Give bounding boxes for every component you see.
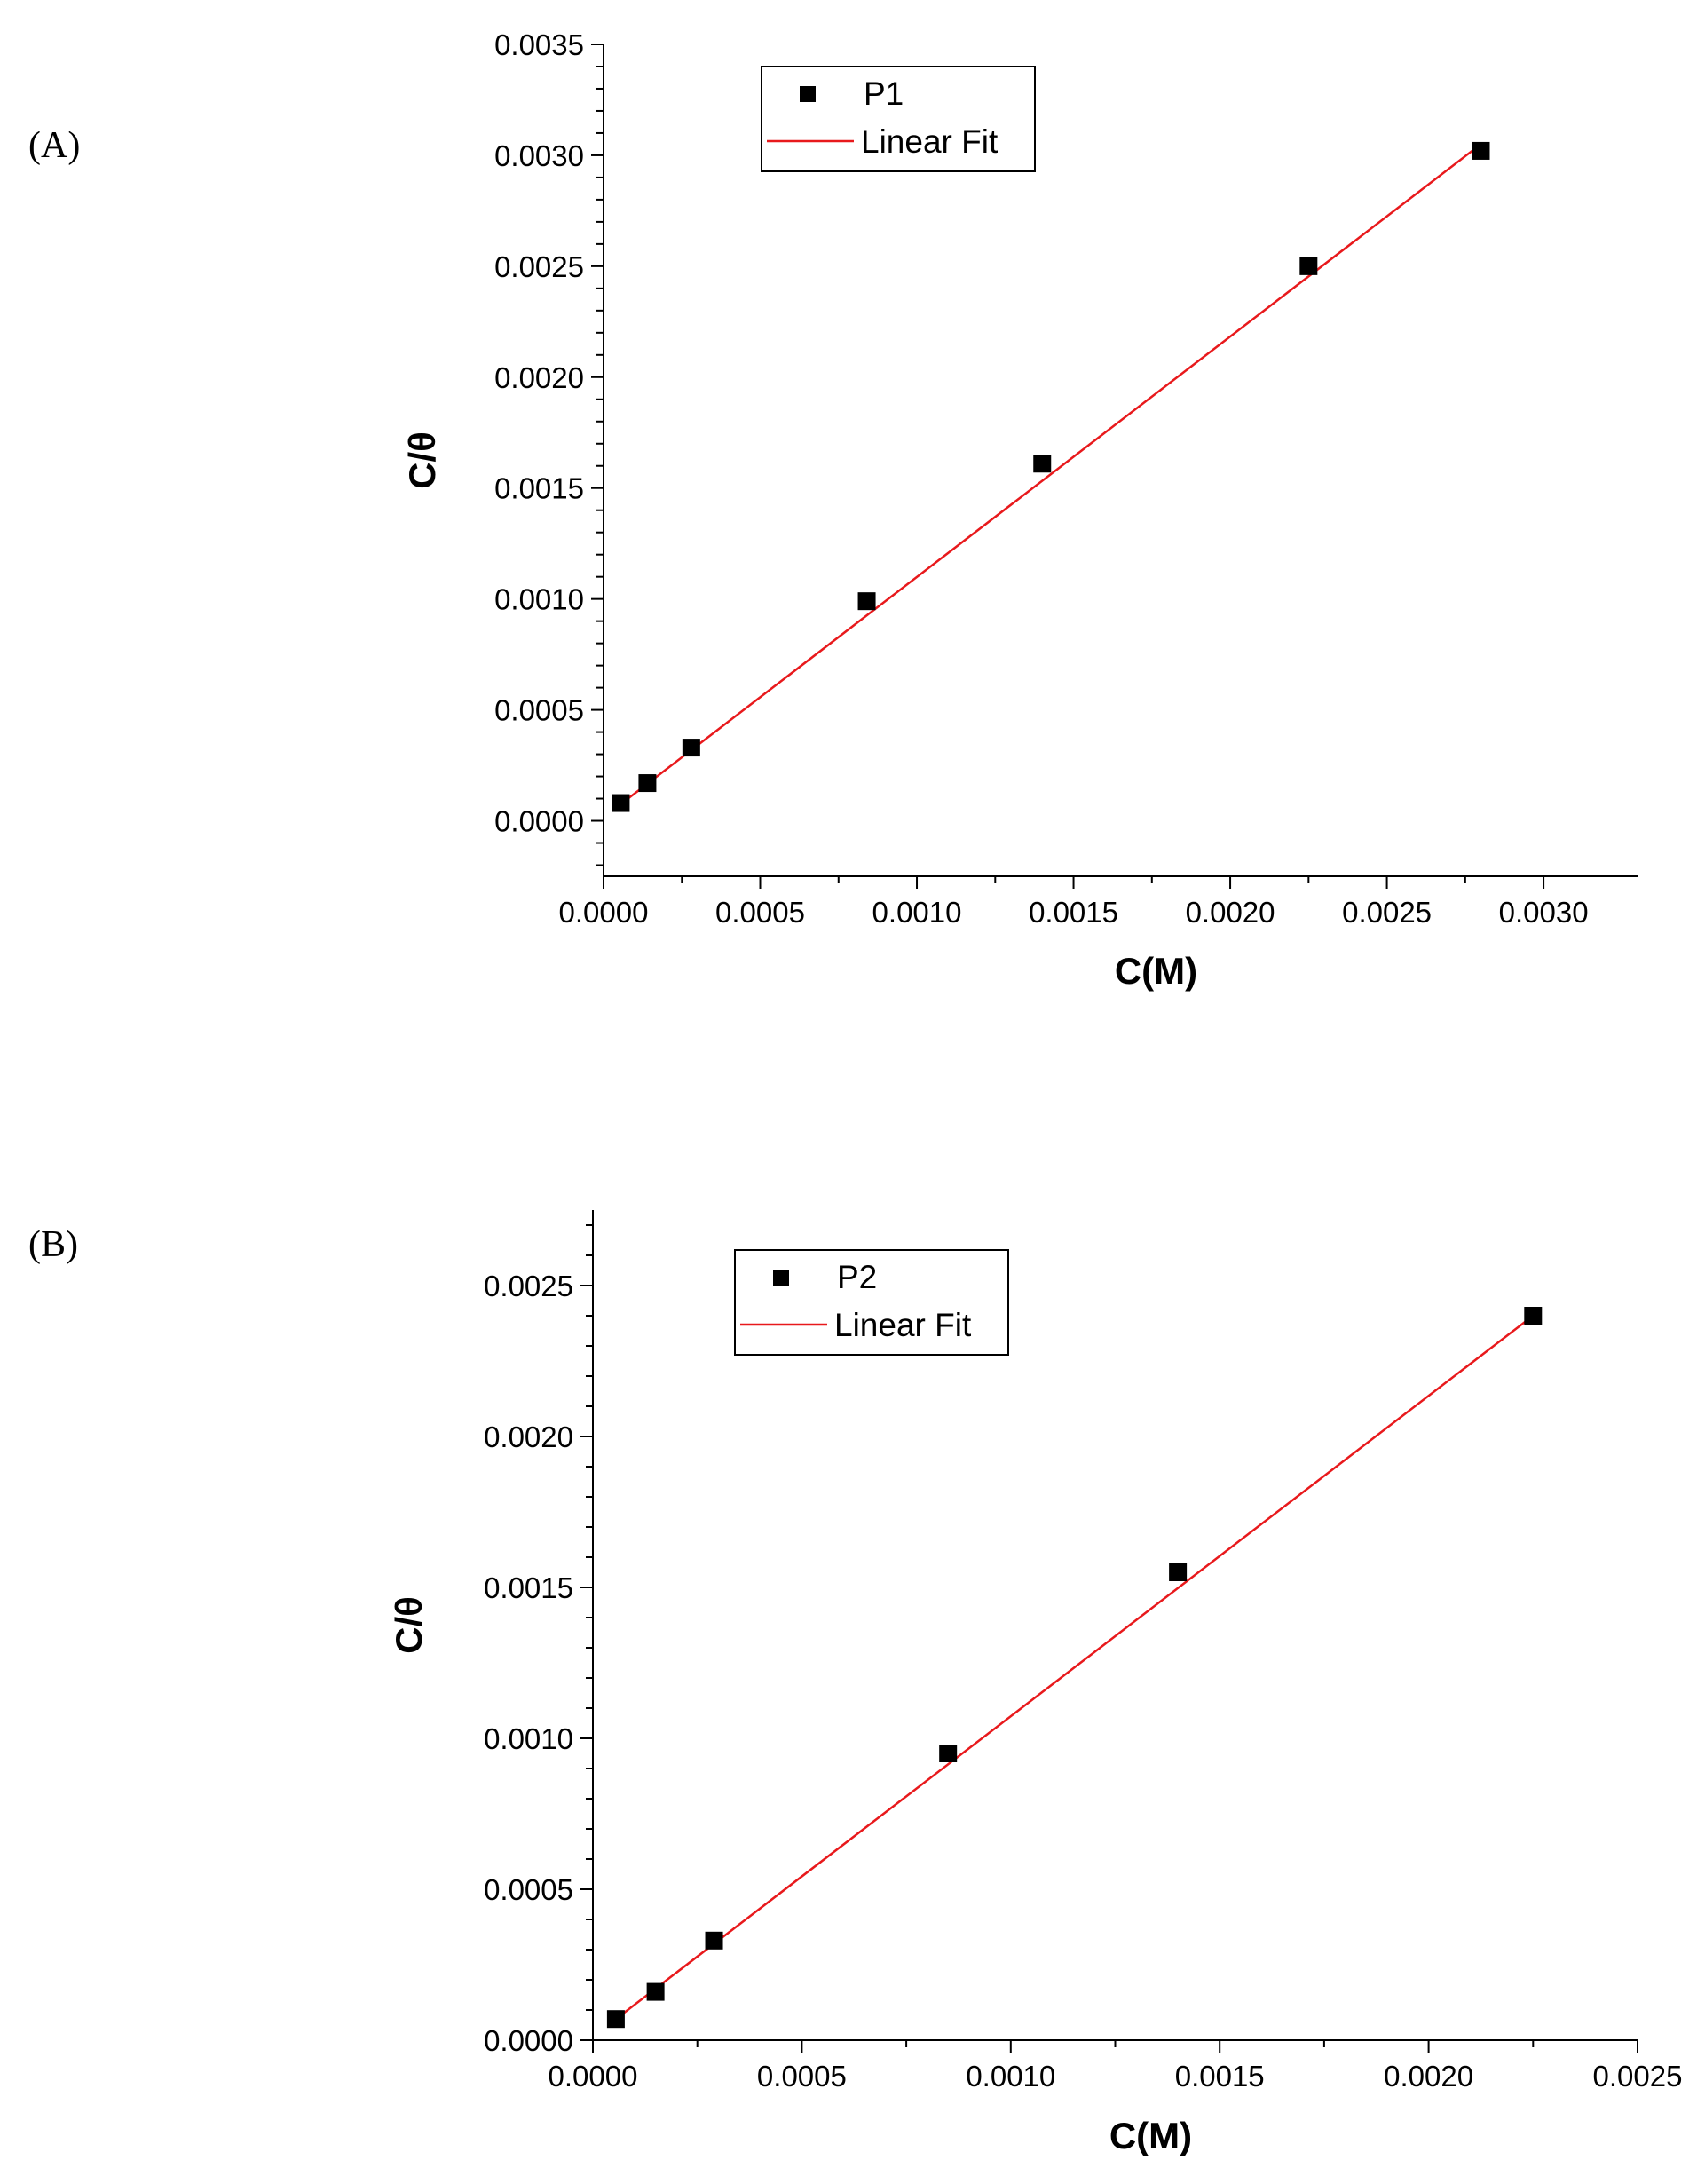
y-tick-label: 0.0035 [494,28,584,61]
data-point [1472,141,1490,160]
y-tick-label: 0.0005 [494,694,584,727]
y-tick-label: 0.0025 [484,1270,573,1302]
legend-marker-icon [800,86,816,102]
data-point [857,592,876,611]
y-tick-label: 0.0005 [484,1873,573,1906]
x-tick-label: 0.0030 [1499,896,1589,929]
linear-fit-line [615,1315,1535,2021]
y-axis-title: C/θ [401,431,443,489]
x-tick-label: 0.0020 [1384,2060,1473,2093]
data-point [612,794,630,812]
legend-label: P2 [837,1259,877,1295]
x-tick-label: 0.0010 [872,896,962,929]
data-point [1524,1307,1543,1325]
y-tick-label: 0.0000 [494,805,584,838]
y-tick-label: 0.0015 [484,1571,573,1604]
y-axis-title: C/θ [388,1596,430,1654]
legend-label: P1 [864,75,904,112]
chart-b-plot: 0.0000 0.0005 0.0010 0.0015 0.0020 0.0025 0.00… [388,1210,1683,2156]
x-tick-label: 0.0000 [549,2060,638,2093]
x-tick-label: 0.0000 [559,896,649,929]
x-axis-title: C(M) [1109,2115,1192,2156]
data-point [682,739,700,757]
x-tick-label: 0.0015 [1175,2060,1265,2093]
data-point [1033,455,1052,473]
x-tick-label: 0.0005 [757,2060,847,2093]
x-axis-title: C(M) [1115,950,1197,992]
legend-marker-icon [773,1270,789,1286]
y-tick-label: 0.0010 [494,583,584,616]
figure-panel-a: (A) 0.0000 0.0005 0.0010 0.0015 0.0020 0.0025… [28,28,1638,992]
y-tick-label: 0.0015 [494,472,584,505]
data-point [939,1745,958,1762]
y-tick-label: 0.0020 [484,1420,573,1453]
y-tick-label: 0.0025 [494,250,584,283]
y-tick-label: 0.0030 [494,139,584,172]
x-tick-label: 0.0015 [1029,896,1118,929]
data-point [638,774,657,793]
y-tick-label: 0.0010 [484,1722,573,1755]
legend-box [761,66,1036,172]
data-point [1299,257,1318,275]
x-tick-label: 0.0025 [1342,896,1432,929]
panel-label: (A) [28,125,81,166]
legend-box [734,1249,1009,1356]
legend-label: Linear Fit [834,1307,972,1343]
x-tick-label: 0.0025 [1593,2060,1683,2093]
chart-a-plot: 0.0000 0.0005 0.0010 0.0015 0.0020 0.0025 0.00… [401,28,1638,992]
figure-panel-b: (B) 0.0000 0.0005 0.0010 0.0015 0.0020 0.0025… [0,1092,1705,2184]
x-tick-label: 0.0010 [966,2060,1055,2093]
data-point [606,2010,625,2029]
x-tick-label: 0.0005 [715,896,805,929]
data-point [1169,1563,1188,1581]
linear-fit-line [620,143,1482,805]
panel-label: (B) [28,1224,78,1265]
data-point [705,1931,723,1950]
legend-label: Linear Fit [861,123,999,160]
y-tick-label: 0.0020 [494,361,584,394]
x-tick-label: 0.0020 [1186,896,1275,929]
y-tick-label: 0.0000 [484,2024,573,2057]
data-point [646,1982,665,2001]
